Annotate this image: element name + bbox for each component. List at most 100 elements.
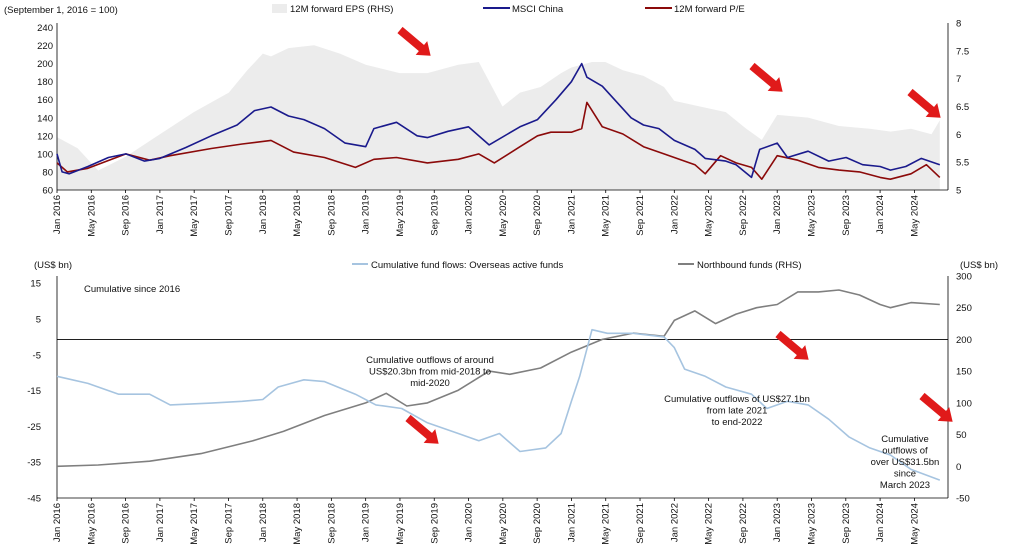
bottom-x-tick-label: Jan 2022 [669, 503, 680, 542]
arrow-outflow-2024 [919, 392, 953, 422]
top-right-tick-label: 5.5 [956, 158, 969, 169]
bottom-left-tick-label: -35 [27, 458, 41, 469]
bottom-right-unit: (US$ bn) [960, 260, 998, 271]
outflow-annotation: Cumulative outflows of US$27.1bn from lat… [664, 394, 810, 428]
outflow-annotation-line: since [894, 469, 916, 480]
top-x-tick-label: Sep 2022 [738, 195, 749, 236]
top-left-tick-label: 200 [37, 59, 53, 70]
top-x-tick-label: Sep 2017 [223, 195, 234, 236]
bottom-x-tick-label: Jan 2023 [772, 503, 783, 542]
bottom-arrows [405, 330, 953, 444]
bottom-left-tick-label: -5 [33, 350, 41, 361]
bottom-x-tick-label: Jan 2017 [155, 503, 166, 542]
top-x-tick-label: Jan 2019 [361, 195, 372, 234]
arrow-eps-2019 [397, 26, 431, 56]
bottom-x-tick-label: Jan 2016 [52, 503, 63, 542]
legend-northbound-label: Northbound funds (RHS) [697, 260, 802, 271]
top-right-tick-label: 5 [956, 186, 961, 197]
bottom-x-tick-label: May 2018 [292, 503, 303, 545]
series-pe-line [56, 101, 941, 180]
bottom-legend: Cumulative fund flows: Overseas active f… [352, 260, 802, 271]
bottom-x-tick-label: Jan 2021 [566, 503, 577, 542]
bottom-x-tick-label: Sep 2022 [738, 503, 749, 544]
bottom-annotations: Cumulative outflows of around US$20.3bn f… [366, 355, 939, 491]
outflow-annotation-line: from late 2021 [707, 406, 768, 417]
top-x-tick-label: May 2023 [807, 195, 818, 237]
top-x-tick-label: Sep 2019 [429, 195, 440, 236]
bottom-x-tick-label: Sep 2021 [635, 503, 646, 544]
top-arrows [397, 26, 941, 118]
top-left-tick-label: 140 [37, 113, 53, 124]
outflow-annotation: Cumulative outflows of around US$20.3bn f… [366, 355, 494, 389]
arrow-eps-2022 [749, 62, 783, 92]
top-plot-area [56, 23, 949, 191]
bottom-right-tick-label: 150 [956, 367, 972, 378]
arrow-eps-2024 [907, 88, 941, 118]
bottom-right-tick-label: 0 [956, 462, 961, 473]
bottom-x-tick-label: May 2017 [189, 503, 200, 545]
top-x-tick-label: Jan 2023 [772, 195, 783, 234]
bottom-x-tick-label: May 2020 [498, 503, 509, 545]
top-right-tick-label: 6 [956, 130, 961, 141]
legend-active-label: Cumulative fund flows: Overseas active f… [371, 260, 563, 271]
top-legend: 12M forward EPS (RHS) MSCI China 12M for… [272, 4, 745, 15]
series-active-line [56, 328, 941, 481]
top-left-tick-label: 120 [37, 131, 53, 142]
top-x-tick-label: Jan 2020 [464, 195, 475, 234]
top-right-tick-label: 6.5 [956, 102, 969, 113]
bottom-chart: (US$ bn) (US$ bn) Cumulative fund flows:… [27, 260, 998, 545]
outflow-annotation-line: US$20.3bn from mid-2018 to [369, 367, 491, 378]
top-index-note: (September 1, 2016 = 100) [4, 5, 118, 16]
top-right-tick-label: 7.5 [956, 46, 969, 57]
bottom-x-tick-label: Sep 2023 [841, 503, 852, 544]
top-x-tick-label: Sep 2020 [532, 195, 543, 236]
bottom-plot-area [56, 276, 949, 499]
top-x-tick-label: Jan 2024 [875, 195, 886, 234]
bottom-left-tick-label: -25 [27, 422, 41, 433]
series-eps-area [57, 45, 940, 190]
top-right-axis: 5 5.5 6 6.5 7 7.5 8 [956, 19, 969, 197]
top-x-axis: Jan 2016 May 2016 Sep 2016 Jan 2017 May 2017… [52, 190, 920, 237]
bottom-x-tick-label: Sep 2019 [429, 503, 440, 544]
top-x-tick-label: May 2020 [498, 195, 509, 237]
outflow-annotation-line: mid-2020 [410, 378, 450, 389]
bottom-x-tick-label: May 2023 [807, 503, 818, 545]
top-x-tick-label: Sep 2023 [841, 195, 852, 236]
outflow-annotation-line: to end-2022 [712, 417, 763, 428]
top-left-tick-label: 220 [37, 41, 53, 52]
bottom-x-axis: Jan 2016 May 2016 Sep 2016 Jan 2017 May 2017… [52, 498, 920, 545]
series-northbound-line [56, 289, 940, 468]
bottom-x-tick-label: Sep 2018 [326, 503, 337, 544]
top-left-tick-label: 160 [37, 95, 53, 106]
top-left-tick-label: 240 [37, 23, 53, 34]
bottom-x-tick-label: May 2024 [909, 503, 920, 545]
bottom-right-tick-label: 250 [956, 303, 972, 314]
top-left-tick-label: 80 [42, 167, 53, 178]
legend-eps-label: 12M forward EPS (RHS) [290, 4, 393, 15]
top-left-tick-label: 180 [37, 77, 53, 88]
bottom-x-tick-label: May 2019 [395, 503, 406, 545]
cumulative-note: Cumulative since 2016 [84, 284, 180, 295]
outflow-annotation-line: Cumulative [881, 434, 929, 445]
outflow-annotation: Cumulative outflows of over US$31.5bn since… [871, 434, 940, 491]
top-chart: (September 1, 2016 = 100) 12M forward EP… [4, 4, 969, 237]
top-x-tick-label: May 2017 [189, 195, 200, 237]
top-right-tick-label: 7 [956, 74, 961, 85]
bottom-left-axis: 15 5 -5 -15 -25 -35 -45 [27, 279, 41, 505]
top-x-tick-label: Jan 2021 [566, 195, 577, 234]
top-x-tick-label: May 2018 [292, 195, 303, 237]
top-left-tick-label: 100 [37, 149, 53, 160]
top-x-tick-label: Jan 2018 [258, 195, 269, 234]
bottom-left-tick-label: -15 [27, 386, 41, 397]
top-x-tick-label: May 2021 [601, 195, 612, 237]
bottom-x-tick-label: May 2016 [86, 503, 97, 545]
bottom-left-tick-label: 15 [30, 279, 41, 290]
bottom-x-tick-label: Jan 2020 [464, 503, 475, 542]
top-x-tick-label: Sep 2021 [635, 195, 646, 236]
series-msci-line [56, 62, 941, 179]
top-x-tick-label: May 2019 [395, 195, 406, 237]
bottom-left-tick-label: 5 [36, 314, 41, 325]
legend-pe-label: 12M forward P/E [674, 4, 745, 15]
legend-eps-swatch [272, 4, 287, 13]
